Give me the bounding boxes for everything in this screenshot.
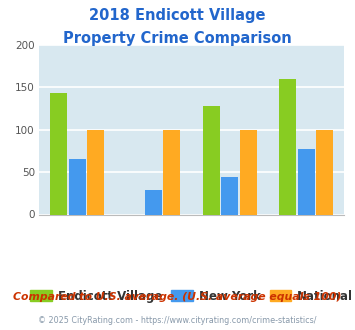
Bar [50,93,67,214]
Bar [316,130,333,214]
Bar [145,190,162,214]
Bar [298,149,315,214]
Bar [87,130,104,214]
Text: Compared to U.S. average. (U.S. average equals 100): Compared to U.S. average. (U.S. average … [13,292,342,302]
Text: Property Crime Comparison: Property Crime Comparison [63,31,292,46]
Bar [222,177,238,214]
Bar [163,130,180,214]
Bar [279,79,296,214]
Legend: Endicott Village, New York, National: Endicott Village, New York, National [26,285,355,308]
Text: 2018 Endicott Village: 2018 Endicott Village [89,8,266,23]
Bar [240,130,257,214]
Text: © 2025 CityRating.com - https://www.cityrating.com/crime-statistics/: © 2025 CityRating.com - https://www.city… [38,316,317,325]
Bar [203,106,220,214]
Bar [69,159,86,214]
